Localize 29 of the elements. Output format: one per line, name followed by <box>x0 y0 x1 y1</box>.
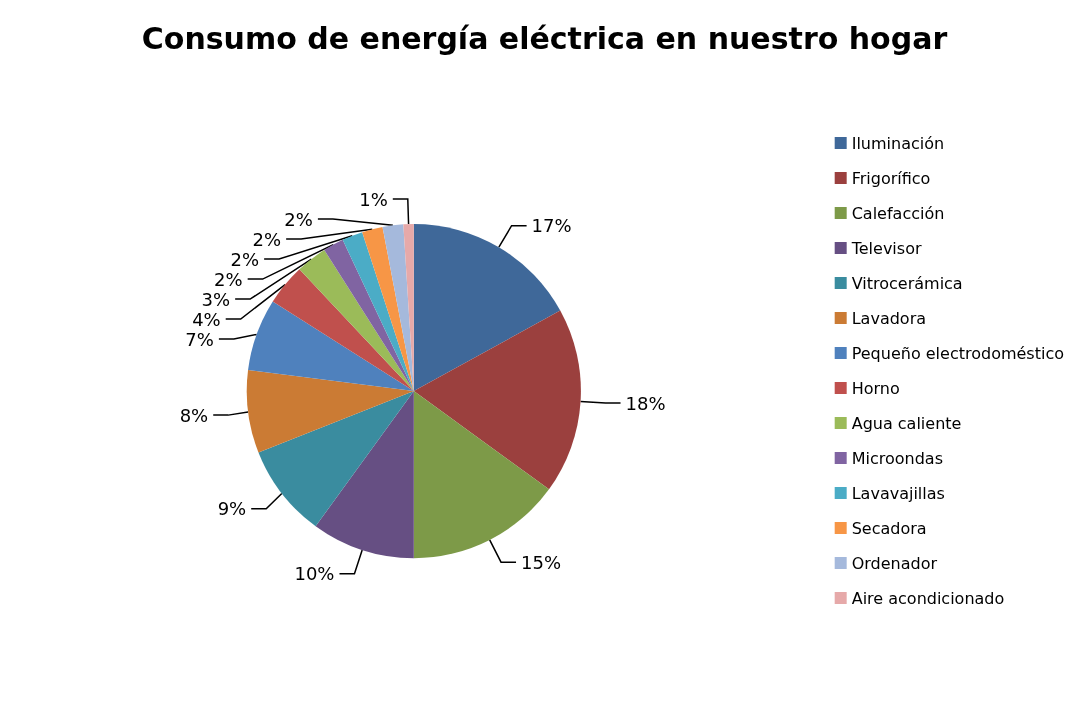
data-label: 2% <box>230 248 260 270</box>
legend-label: Lavavajillas <box>851 483 945 503</box>
data-label: 18% <box>625 392 666 414</box>
data-label: 8% <box>179 404 209 426</box>
data-label: 17% <box>531 215 572 237</box>
data-label: 2% <box>252 228 282 250</box>
legend-label: Iluminación <box>851 133 945 153</box>
legend-label: Horno <box>851 378 900 398</box>
data-label: 10% <box>294 563 335 585</box>
data-label: 3% <box>201 288 231 310</box>
data-label: 7% <box>185 328 214 350</box>
legend-label: Frigorífico <box>851 168 931 188</box>
data-label: 4% <box>192 308 221 330</box>
data-label: 9% <box>217 498 247 520</box>
data-label: 2% <box>214 268 243 290</box>
legend-label: Agua caliente <box>851 413 962 433</box>
data-label: 1% <box>359 188 388 210</box>
legend-label: Aire acondicionado <box>851 588 1005 608</box>
data-label: 2% <box>284 208 313 230</box>
chart-title: Consumo de energía eléctrica en nuestro hogar <box>141 20 948 56</box>
legend-label: Calefacción <box>851 203 945 223</box>
legend-label: Ordenador <box>851 553 938 573</box>
legend-label: Televisor <box>850 238 922 258</box>
data-label: 15% <box>521 551 562 573</box>
legend-label: Microondas <box>851 448 943 468</box>
legend-label: Vitrocerámica <box>851 273 963 293</box>
legend-label: Lavadora <box>851 308 927 328</box>
legend-label: Pequeño electrodoméstico <box>851 343 1064 363</box>
legend-label: Secadora <box>851 518 927 538</box>
